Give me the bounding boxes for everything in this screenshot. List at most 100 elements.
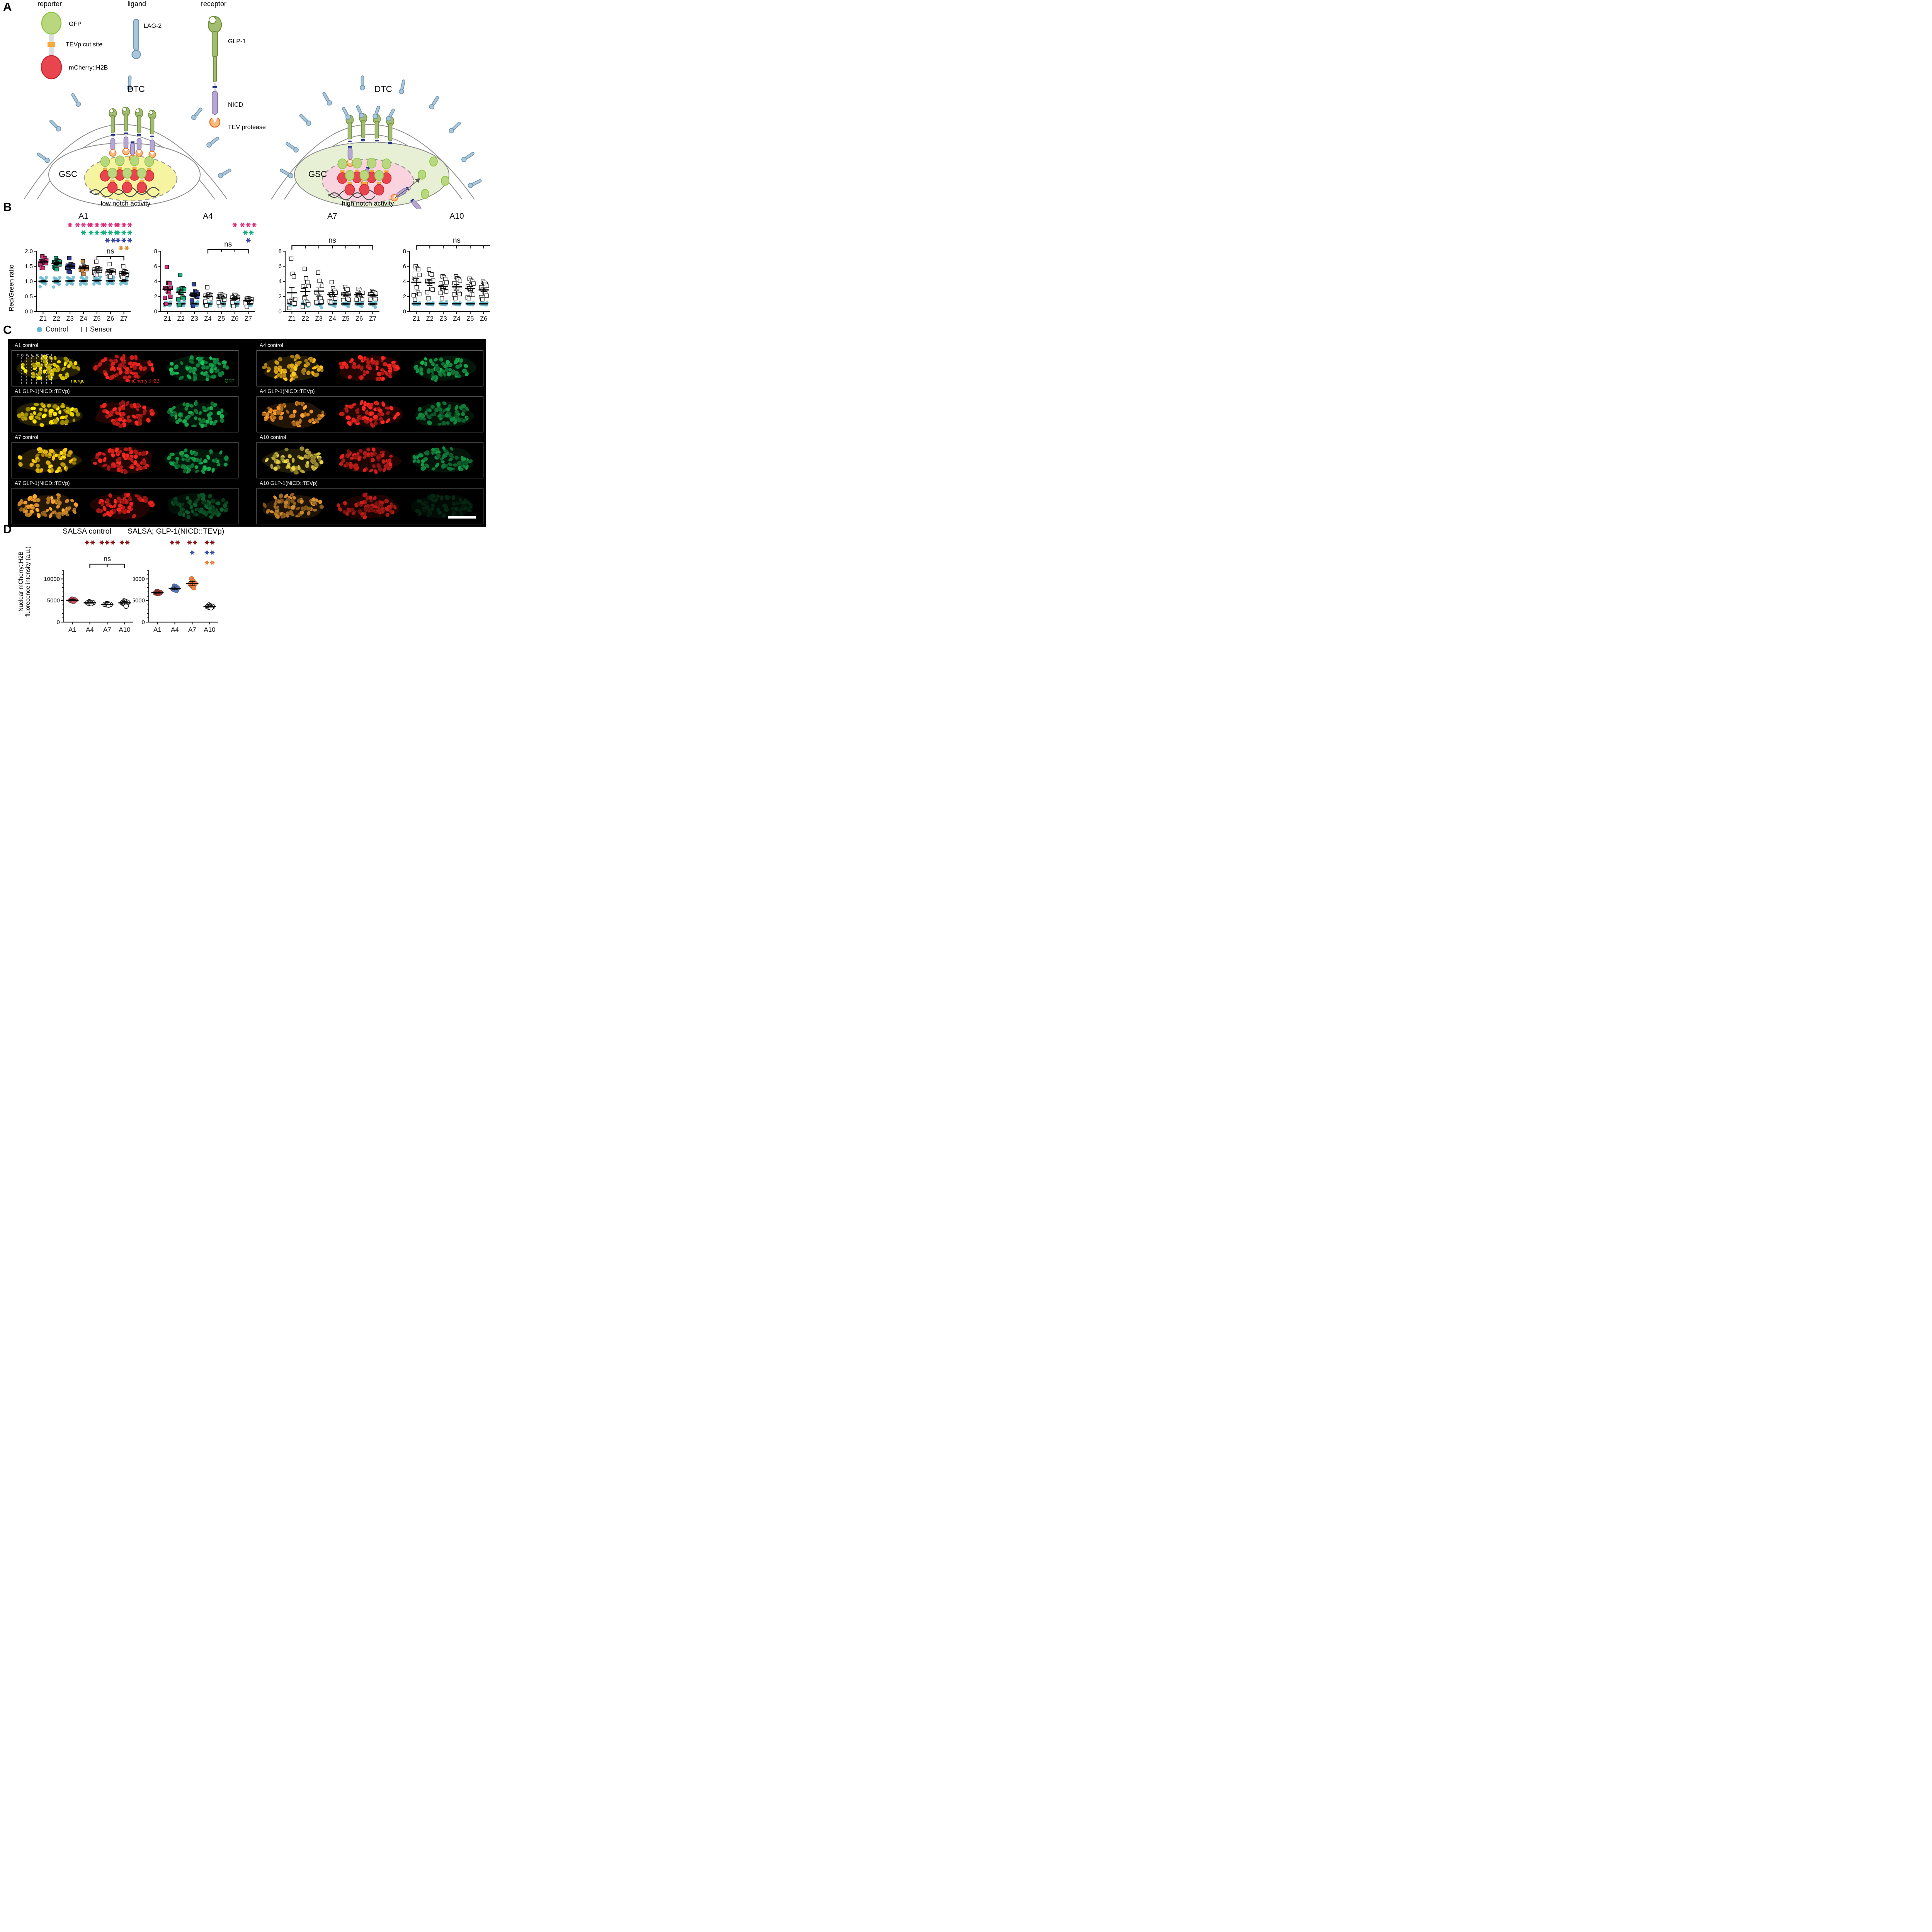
svg-text:Z6: Z6: [107, 315, 114, 322]
b-A1-Z6: [105, 262, 116, 286]
svg-text:ns: ns: [328, 236, 336, 245]
b-A7-Z6: [354, 287, 365, 308]
panel-a-schematic: reporter GFP TEVp cut site mCherry::H2B …: [24, 0, 483, 209]
svg-text:Z1: Z1: [288, 315, 296, 322]
b-plot-A4: A4 ns 0 2 4 6 8 Z1 Z2 Z3 Z4 Z5 Z6 Z7: [154, 212, 257, 322]
c-block-label: A10 control: [260, 434, 286, 440]
c-block-A7-GLP-1-NICD-TEVp-: [12, 488, 238, 524]
b-A10-Z4: [452, 274, 462, 307]
svg-text:Z3: Z3: [191, 315, 198, 322]
svg-text:5000: 5000: [47, 597, 60, 604]
svg-text:Z6: Z6: [231, 315, 238, 322]
svg-text:2: 2: [22, 354, 24, 358]
svg-text:ns: ns: [453, 236, 461, 245]
b-legend: Control Sensor: [37, 325, 121, 333]
svg-text:Z6: Z6: [355, 315, 363, 322]
b-A10-Z3: [438, 274, 449, 307]
c-block-label: A1 control: [15, 342, 38, 348]
svg-text:Z3: Z3: [315, 315, 323, 322]
c-block-A10-control: [257, 442, 483, 478]
b-A4-Z3: [189, 282, 200, 308]
d-plot-control-container: ns 0 5000 10000 A1 A4 A7 A10: [37, 537, 137, 634]
svg-text:A1: A1: [68, 626, 77, 633]
b-A4-Z5: [216, 292, 227, 308]
svg-text:2: 2: [154, 293, 157, 300]
micrograph-row: [261, 446, 473, 475]
d-plot-0-A7: [101, 601, 114, 608]
svg-text:Z3: Z3: [440, 315, 447, 322]
svg-text:A7: A7: [188, 626, 196, 633]
svg-text:2: 2: [403, 293, 406, 300]
release-arrow: [395, 178, 420, 198]
svg-text:8: 8: [403, 248, 406, 255]
svg-text:ns: ns: [224, 240, 232, 248]
dtc-label-left: DTC: [127, 84, 145, 94]
legend-item-sensor: Sensor: [81, 325, 112, 333]
dtc-label-right: DTC: [374, 84, 392, 94]
b-A4-Z4: [203, 285, 213, 308]
svg-text:0: 0: [142, 619, 145, 626]
bound-ligands: [342, 105, 395, 121]
low-notch-caption: low notch activity: [101, 200, 151, 207]
micrograph-row: [262, 400, 474, 429]
svg-text:Z1: Z1: [17, 354, 21, 358]
ligand-title: ligand: [128, 0, 146, 8]
d-plot-1-A10: [203, 602, 216, 611]
svg-text:Z7: Z7: [120, 315, 128, 322]
svg-text:1.5: 1.5: [25, 263, 33, 270]
b-A4-Z7: [243, 296, 254, 309]
reporter-title: reporter: [37, 0, 62, 8]
nicd-label: NICD: [228, 102, 243, 108]
b-A1-Z4: [78, 259, 89, 286]
receptor-title: receptor: [201, 0, 226, 8]
svg-text:Z5: Z5: [342, 315, 349, 322]
svg-text:A4: A4: [171, 626, 179, 633]
svg-text:3: 3: [27, 354, 29, 358]
c-block-label: A4 control: [260, 342, 283, 348]
svg-text:5000: 5000: [133, 597, 145, 604]
legend-sensor-label: Sensor: [90, 325, 112, 333]
high-notch-caption: high notch activity: [342, 200, 394, 207]
svg-text:Z5: Z5: [93, 315, 100, 322]
gsc-label-left: GSC: [59, 169, 77, 179]
svg-text:1.0: 1.0: [25, 278, 33, 285]
legend-item-control: Control: [37, 325, 68, 333]
b-A7-Z4: [327, 280, 338, 308]
svg-text:0.5: 0.5: [25, 293, 33, 300]
svg-text:Z4: Z4: [80, 315, 87, 322]
c-block-A1-GLP-1-NICD-TEVp-: [12, 396, 238, 432]
b-A4-Z2: [176, 273, 187, 308]
svg-text:A7: A7: [103, 626, 111, 633]
svg-text:Z2: Z2: [177, 315, 185, 322]
d-plot-1-A1: [151, 588, 164, 597]
d-ylabel: Nuclear mCherry::H2B fluorecence intensi…: [18, 546, 31, 617]
b-plot-a7-container: A7 ns 0 2 4 6 8 Z1 Z2 Z3 Z4 Z5 Z6 Z7: [267, 209, 383, 327]
svg-text:8: 8: [154, 248, 157, 255]
receptor-glyph: [207, 16, 222, 128]
b-plot-A7: A7 ns 0 2 4 6 8 Z1 Z2 Z3 Z4 Z5 Z6 Z7: [279, 212, 379, 322]
b-A1-Z7: [119, 264, 129, 286]
b-A7-Z7: [367, 289, 378, 309]
svg-text:0: 0: [154, 308, 157, 315]
c-block-A7-control: [12, 442, 238, 478]
c-block-A1-control: Z1 2 3 4 5 6 7 merge mCherry::H2B GFP: [12, 350, 238, 386]
figure-page: A B C D: [0, 0, 490, 634]
b-A10-Z5: [465, 276, 476, 307]
sensor-marker-icon: [81, 327, 87, 332]
svg-text:6: 6: [279, 263, 282, 270]
d-plot-1-A7: [186, 576, 199, 590]
svg-text:7: 7: [47, 354, 49, 358]
svg-text:A7: A7: [327, 212, 337, 221]
svg-text:Z6: Z6: [480, 315, 487, 322]
svg-text:GFP: GFP: [224, 378, 235, 384]
svg-text:10000: 10000: [133, 576, 145, 582]
c-block-A4-GLP-1-NICD-TEVp-: [257, 396, 483, 432]
b-A4-Z1: [162, 265, 173, 308]
low-notch-diagram: DTC GSC low notch activity: [24, 75, 233, 207]
svg-text:0: 0: [403, 308, 406, 315]
b-plot-a1-container: A1 ns 0.0 0.5 1.0 1.5 2.0 Z1 Z2 Z3 Z4 Z5 Z6 Z7: [18, 209, 134, 327]
svg-text:ns: ns: [107, 247, 114, 255]
b-plot-a4-container: A4 ns 0 2 4 6 8 Z1 Z2 Z3 Z4 Z5 Z6 Z7: [142, 209, 258, 327]
